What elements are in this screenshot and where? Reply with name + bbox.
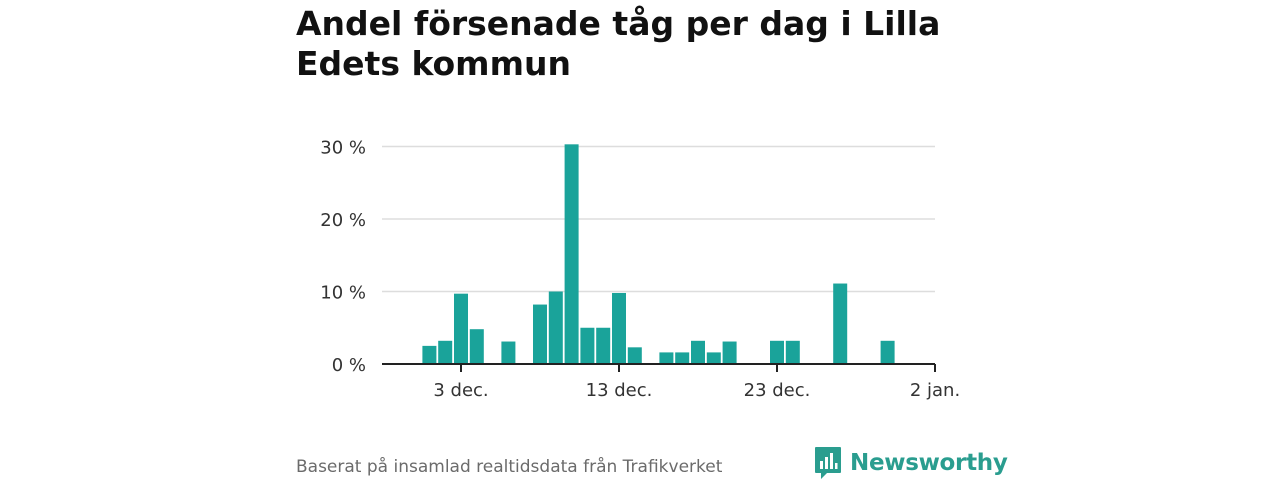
bar (833, 283, 848, 364)
bar (533, 304, 547, 364)
source-note: Baserat på insamlad realtidsdata från Tr… (296, 457, 723, 477)
bar (454, 293, 468, 364)
bar (564, 144, 579, 364)
y-tick-label: 0 % (332, 355, 366, 376)
bar (627, 347, 642, 364)
bar (675, 352, 690, 364)
bar (501, 341, 516, 364)
bar (722, 341, 737, 364)
x-tick-label: 13 dec. (586, 380, 653, 401)
newsworthy-bar-chart-logo-icon (815, 447, 841, 479)
bars (422, 144, 895, 364)
bar (422, 345, 437, 364)
bar (596, 327, 611, 364)
bar (691, 340, 705, 364)
brand-name: Newsworthy (850, 450, 1008, 476)
bar (770, 340, 784, 364)
gridlines (382, 145, 935, 293)
y-tick-label: 20 % (320, 210, 366, 231)
y-tick-label: 30 % (320, 138, 366, 159)
bar (785, 340, 800, 364)
bar (612, 292, 626, 364)
chart-title: Andel försenade tåg per dag i Lilla Edet… (296, 4, 941, 83)
bar (469, 329, 484, 364)
x-tick-label: 2 jan. (910, 380, 960, 401)
axes: 0 % 10 % 20 % 30 % 3 dec. 13 dec. 23 dec. 2 jan… (320, 138, 960, 402)
brand: Newsworthy (814, 446, 1008, 480)
bar (438, 340, 453, 364)
bar (580, 327, 595, 364)
x-tick-label: 23 dec. (744, 380, 811, 401)
y-tick-label: 10 % (320, 283, 366, 304)
bar (706, 352, 721, 364)
bar (659, 352, 674, 364)
bar (880, 340, 895, 364)
bar (548, 291, 563, 364)
x-tick-label: 3 dec. (433, 380, 488, 401)
